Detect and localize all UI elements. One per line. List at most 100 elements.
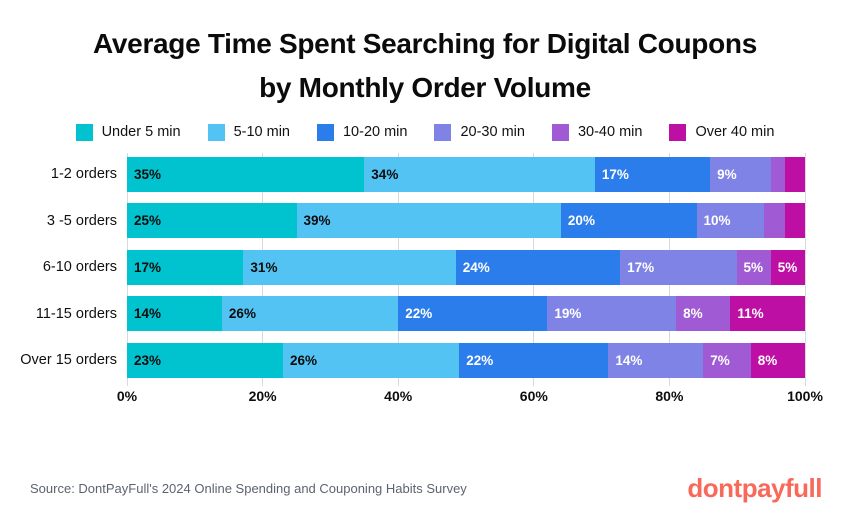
bar-rows: 1-2 orders 35% 34% 17% 9% 3 -5 orders 25% 39% 20… (0, 151, 805, 384)
bar-segment: 19% (547, 296, 677, 332)
legend-label: 30-40 min (577, 124, 643, 140)
bar-segment-label: 22% (405, 306, 433, 322)
legend-swatch-icon (316, 123, 334, 141)
bar-segment: 34% (364, 156, 595, 192)
legend-label: Over 40 min (695, 124, 775, 140)
stacked-bar: 35% 34% 17% 9% (127, 156, 805, 192)
stacked-bar: 23% 26% 22% 14% 7% 8% (127, 342, 805, 378)
legend-item: Over 40 min (669, 123, 775, 141)
legend-label: 5-10 min (233, 124, 290, 140)
bar-segment: 23% (127, 342, 283, 378)
bar-segment (784, 156, 805, 192)
stacked-bar: 14% 26% 22% 19% 8% 11% (127, 296, 805, 332)
grid-line (804, 153, 806, 386)
legend: Under 5 min 5-10 min 10-20 min 20-30 min 30-… (0, 121, 850, 143)
legend-item: 10-20 min (316, 123, 408, 141)
category-label: 11-15 orders (35, 305, 117, 322)
brand-logo: dontpayfull (687, 473, 822, 503)
x-tick-label: 100% (787, 387, 823, 404)
bar-segment: 8% (676, 296, 731, 332)
bar-segment: 9% (710, 156, 772, 192)
chart-title-line2: by Monthly Order Volume (259, 72, 591, 103)
bar-segment-label: 22% (466, 352, 494, 368)
bar-row: 11-15 orders 14% 26% 22% 19% 8% 11% (0, 291, 805, 338)
bar-segment: 10% (696, 203, 765, 239)
category-label: 6-10 orders (42, 259, 117, 276)
bar-row: Over 15 orders 23% 26% 22% 14% 7% 8% (0, 337, 805, 384)
bar-segment: 7% (703, 342, 751, 378)
x-tick-label: 80% (655, 387, 684, 404)
bar-segment-label: 14% (134, 306, 162, 322)
bar-segment-label: 10% (703, 213, 731, 229)
bar-segment: 22% (459, 342, 609, 378)
bar-segment: 5% (736, 249, 771, 285)
bar-segment-label: 11% (737, 306, 764, 322)
legend-item: 5-10 min (207, 123, 290, 141)
bar-segment: 26% (282, 342, 460, 378)
bar-segment: 39% (296, 203, 561, 239)
bar-segment: 14% (608, 342, 704, 378)
bar-segment-label: 5% (777, 259, 798, 275)
bar-segment: 35% (127, 156, 365, 192)
bar-segment-label: 25% (134, 213, 162, 229)
stacked-bar: 25% 39% 20% 10% (127, 203, 805, 239)
bar-segment: 24% (455, 249, 621, 285)
bar-segment: 17% (594, 156, 711, 192)
bar-segment-label: 20% (567, 213, 595, 229)
legend-swatch-icon (207, 123, 225, 141)
legend-item: Under 5 min (75, 123, 181, 141)
bar-segment: 5% (770, 249, 805, 285)
bar-segment-label: 9% (717, 166, 737, 182)
bar-segment: 20% (560, 203, 697, 239)
category-label: 3 -5 orders (46, 212, 117, 229)
bar-segment-label: 35% (134, 166, 162, 182)
bar-segment-label: 8% (683, 306, 703, 322)
legend-swatch-icon (434, 123, 452, 141)
bar-segment-label: 31% (250, 259, 278, 275)
bar-segment-label: 17% (627, 259, 655, 275)
bar-segment-label: 7% (710, 352, 730, 368)
bar-segment-label: 24% (462, 259, 490, 275)
bar-segment: 25% (127, 203, 297, 239)
bar-row: 3 -5 orders 25% 39% 20% 10% (0, 198, 805, 245)
category-label: 1-2 orders (50, 166, 117, 183)
bar-segment-label: 39% (303, 213, 331, 229)
bar-row: 1-2 orders 35% 34% 17% 9% (0, 151, 805, 198)
bar-segment: 14% (127, 296, 222, 332)
x-tick-label: 60% (519, 387, 548, 404)
bar-segment: 17% (620, 249, 737, 285)
bar-segment-label: 14% (615, 352, 643, 368)
legend-swatch-icon (669, 123, 687, 141)
category-label: Over 15 orders (20, 352, 117, 369)
bar-segment: 26% (221, 296, 399, 332)
bar-segment: 22% (398, 296, 548, 332)
bar-segment: 31% (243, 249, 456, 285)
chart-title-line1: Average Time Spent Searching for Digital… (93, 28, 757, 59)
footer: Source: DontPayFull's 2024 Online Spendi… (30, 473, 822, 504)
x-tick-label: 40% (384, 387, 413, 404)
bar-segment-label: 17% (601, 166, 629, 182)
bar-row: 6-10 orders 17% 31% 24% 17% 5% 5% (0, 244, 805, 291)
plot-area: 1-2 orders 35% 34% 17% 9% 3 -5 orders 25% 39% 20… (0, 151, 850, 406)
legend-label: Under 5 min (101, 124, 181, 140)
chart-title: Average Time Spent Searching for Digital… (0, 22, 850, 110)
bar-segment-label: 34% (371, 166, 399, 182)
legend-swatch-icon (75, 123, 93, 141)
bar-segment (764, 203, 785, 239)
legend-item: 20-30 min (434, 123, 525, 141)
legend-label: 10-20 min (342, 124, 408, 140)
legend-label: 20-30 min (460, 124, 525, 140)
bar-segment-label: 8% (757, 352, 778, 368)
legend-swatch-icon (551, 123, 569, 141)
bar-segment-label: 19% (554, 306, 582, 322)
stacked-bar: 17% 31% 24% 17% 5% 5% (127, 249, 805, 285)
x-axis: 0% 20% 40% 60% 80% 100% (117, 384, 823, 406)
bar-segment-label: 26% (228, 306, 256, 322)
x-tick-label: 20% (248, 387, 277, 404)
source-note: Source: DontPayFull's 2024 Online Spendi… (30, 481, 467, 496)
bar-segment-label: 26% (289, 352, 317, 368)
bar-segment-label: 5% (743, 259, 764, 275)
legend-item: 30-40 min (551, 123, 643, 141)
bar-segment: 17% (127, 249, 244, 285)
bar-segment (771, 156, 785, 192)
